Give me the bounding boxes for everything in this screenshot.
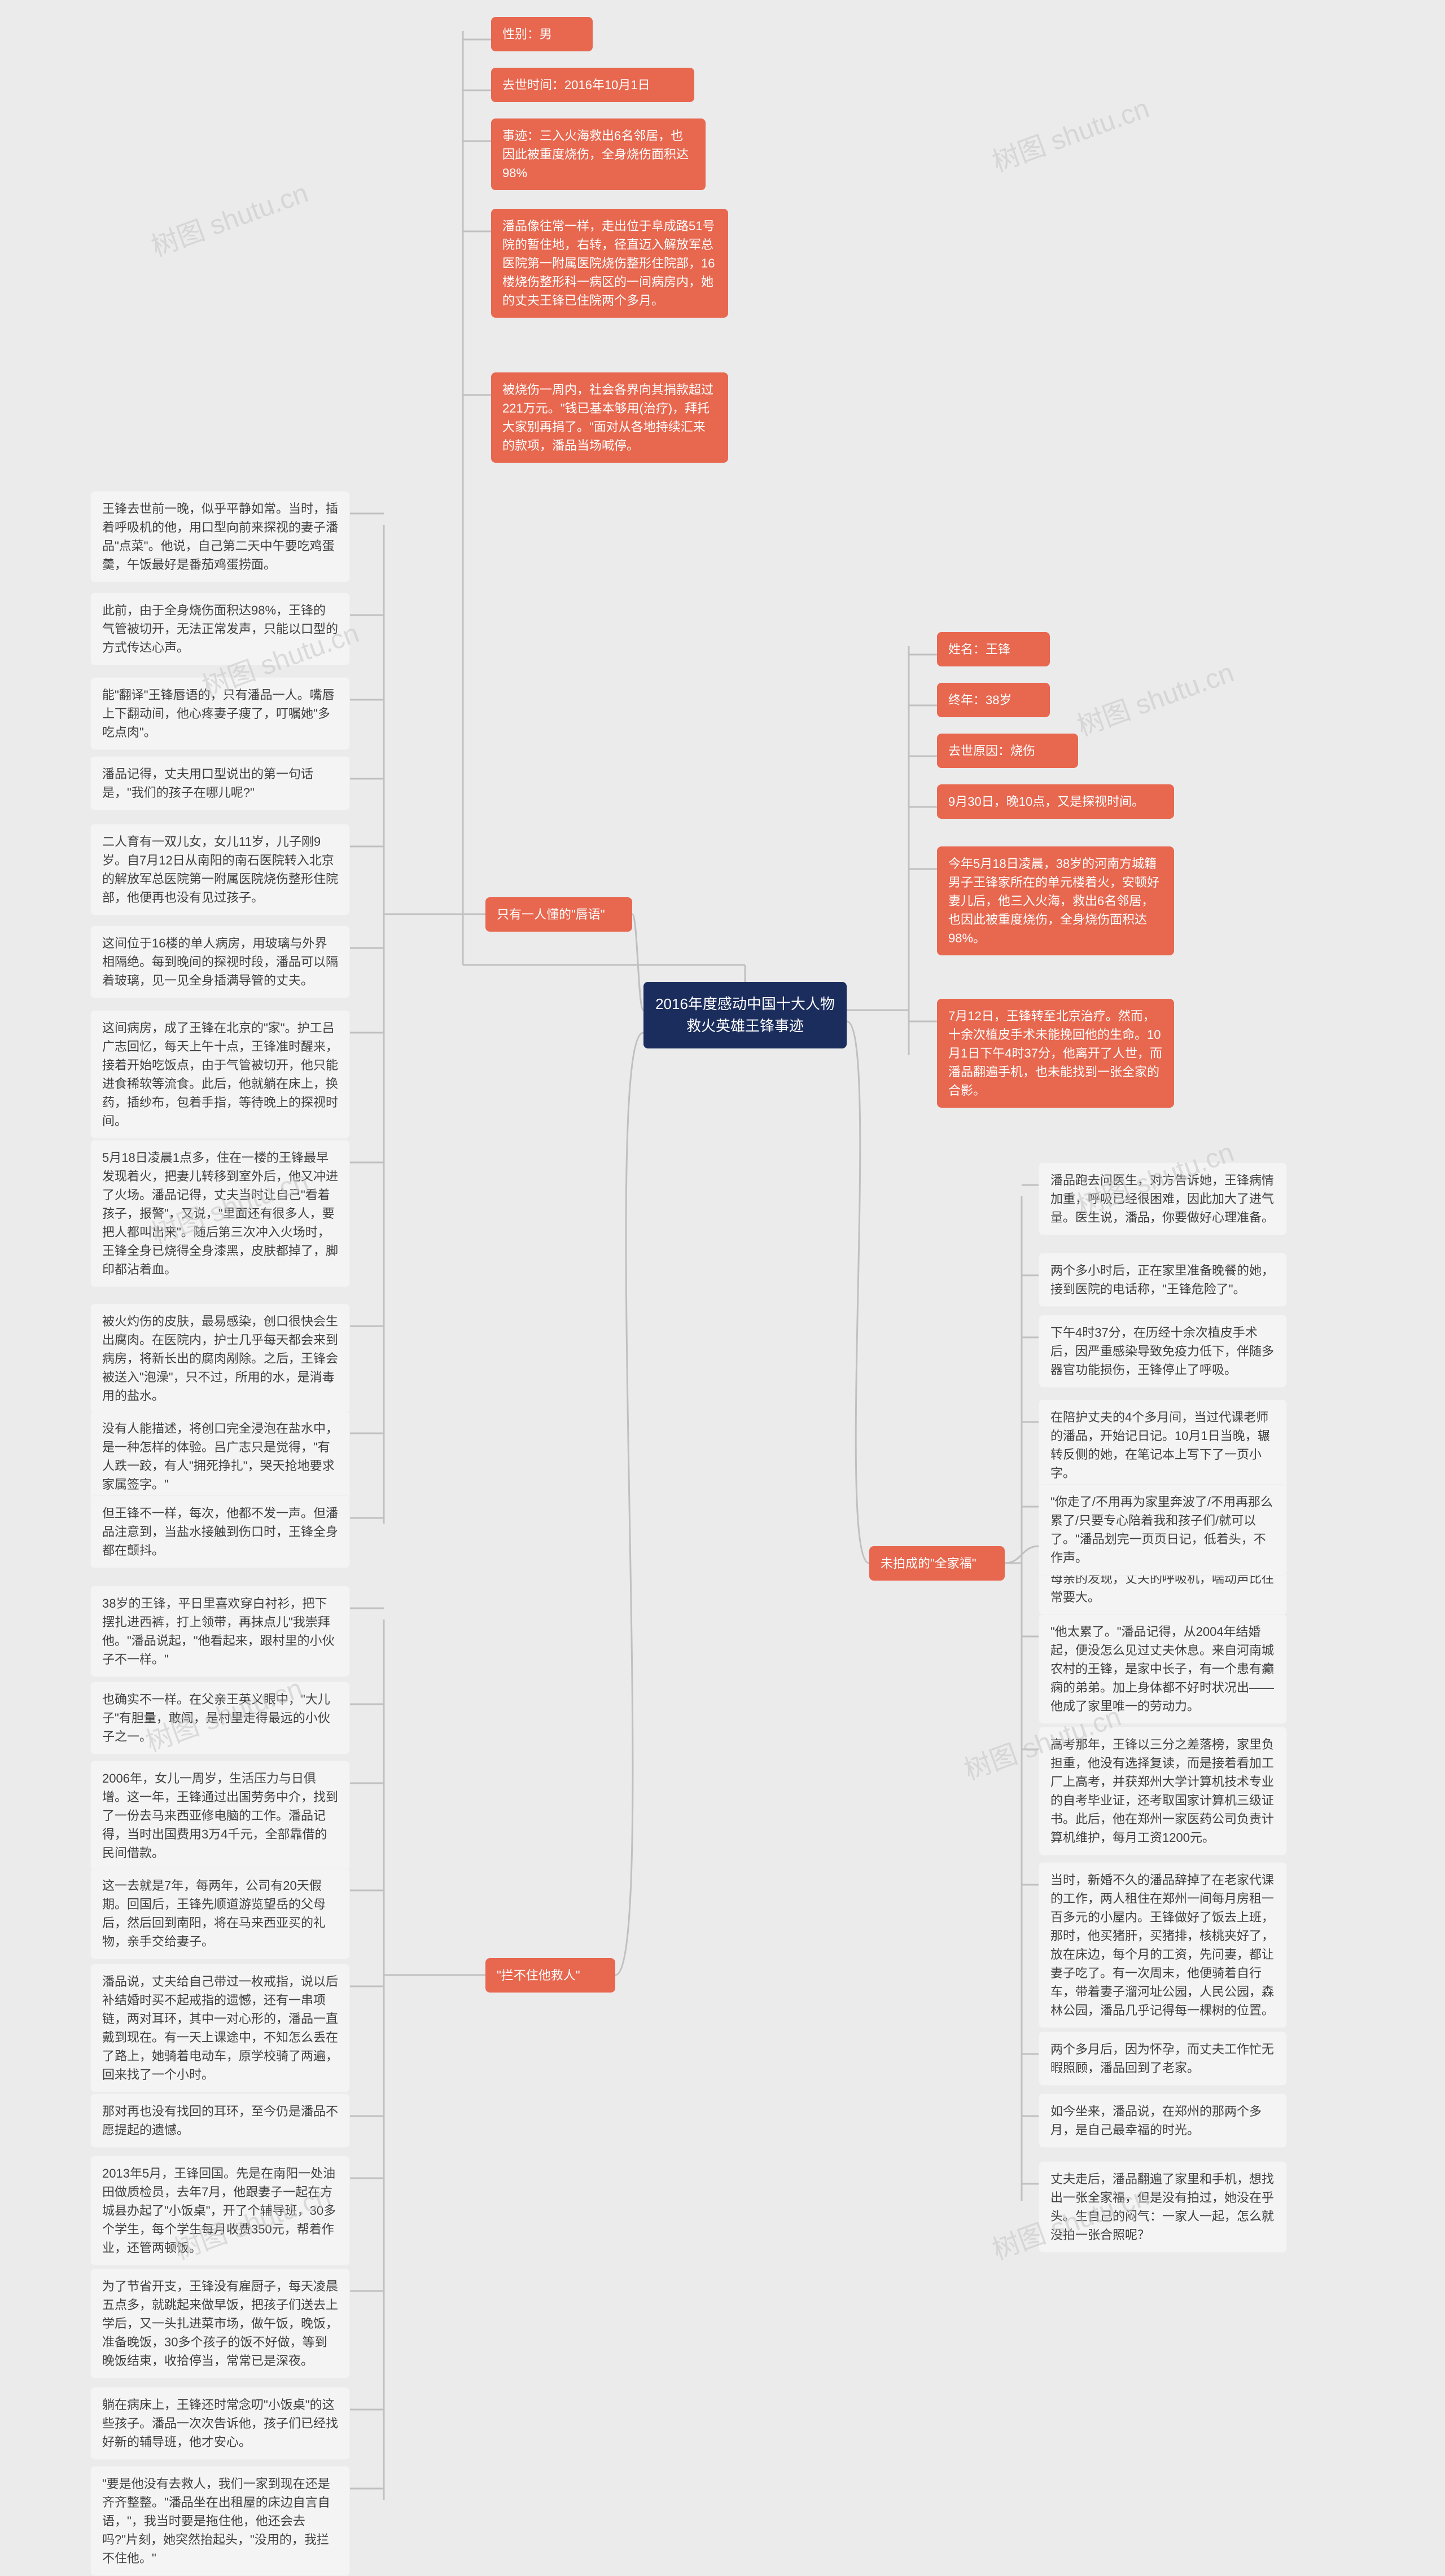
stop-node-7: 为了节省开支，王锋没有雇厨子，每天凌晨五点多，就跳起来做早饭，把孩子们送去上学后…	[90, 2268, 350, 2378]
lip-node-5: 这间位于16楼的单人病房，用玻璃与外界相隔绝。每到晚间的探视时段，潘品可以隔着玻…	[90, 925, 350, 998]
lip-node-9: 没有人能描述，将创口完全浸泡在盐水中，是一种怎样的体验。吕广志只是觉得，"有人跌…	[90, 1411, 350, 1502]
lip-node-2: 能"翻译"王锋唇语的，只有潘品一人。嘴唇上下翻动间，他心疼妻子瘦了，叮嘱她"多吃…	[90, 677, 350, 750]
family-node-0: 潘品跑去问医生，对方告诉她，王锋病情加重，呼吸已经很困难，因此加大了进气量。医生…	[1039, 1162, 1287, 1235]
family-node-9: 如今坐来，潘品说，在郑州的那两个多月，是自己最幸福的时光。	[1039, 2094, 1287, 2148]
branch-label-family: 未拍成的"全家福"	[869, 1546, 1005, 1581]
right-info-node-1: 终年：38岁	[937, 683, 1050, 717]
family-node-6: 高考那年，王锋以三分之差落榜，家里负担重，他没有选择复读，而是接着看加工厂上高考…	[1039, 1727, 1287, 1855]
stop-node-1: 也确实不一样。在父亲王英义眼中，"大儿子"有胆量，敢闯，是村里走得最远的小伙子之…	[90, 1682, 350, 1754]
family-node-5: "他太累了。"潘品记得，从2004年结婚起，便没怎么见过丈夫休息。来自河南城农村…	[1039, 1614, 1287, 1724]
right-info-node-4: 今年5月18日凌晨，38岁的河南方城籍男子王锋家所在的单元楼着火，安顿好妻儿后，…	[937, 846, 1174, 955]
watermark-0: 树图 shutu.cn	[145, 170, 313, 264]
lip-node-4: 二人育有一双儿女，女儿11岁，儿子刚9岁。自7月12日从南阳的南石医院转入北京的…	[90, 824, 350, 915]
family-node-10: 丈夫走后，潘品翻遍了家里和手机，想找出一张全家福，但是没有拍过，她没在乎头。生自…	[1039, 2161, 1287, 2253]
stop-node-5: 那对再也没有找回的耳环，至今仍是潘品不愿提起的遗憾。	[90, 2094, 350, 2148]
watermark-1: 树图 shutu.cn	[986, 86, 1154, 179]
branch-label-lip: 只有一人懂的"唇语"	[485, 897, 632, 932]
stop-node-8: 躺在病床上，王锋还时常念叨"小饭桌"的这些孩子。潘品一次次告诉他，孩子们已经找好…	[90, 2387, 350, 2460]
lip-node-3: 潘品记得，丈夫用口型说出的第一句话是，"我们的孩子在哪儿呢?"	[90, 756, 350, 810]
stop-node-3: 这一去就是7年，每两年，公司有20天假期。回国后，王锋先顺道游览望岳的父母后，然…	[90, 1868, 350, 1959]
family-node-1: 两个多小时后，正在家里准备晚餐的她，接到医院的电话称，"王锋危险了"。	[1039, 1253, 1287, 1307]
right-info-node-3: 9月30日，晚10点，又是探视时间。	[937, 784, 1174, 819]
lip-node-6: 这间病房，成了王锋在北京的"家"。护工吕广志回忆，每天上午十点，王锋准时醒来，接…	[90, 1010, 350, 1139]
stop-node-6: 2013年5月，王锋回国。先是在南阳一处油田做质检员，去年7月，他跟妻子一起在方…	[90, 2156, 350, 2266]
family-node-8: 两个多月后，因为怀孕，而丈夫工作忙无暇照顾，潘品回到了老家。	[1039, 2031, 1287, 2086]
lip-node-10: 但王锋不一样，每次，他都不发一声。但潘品注意到，当盐水接触到伤口时，王锋全身都在…	[90, 1495, 350, 1568]
right-info-node-2: 去世原因：烧伤	[937, 734, 1078, 768]
top-node-4: 被烧伤一周内，社会各界向其捐款超过221万元。"钱已基本够用(治疗)，拜托大家别…	[491, 372, 728, 463]
right-info-node-0: 姓名：王锋	[937, 632, 1050, 666]
family-node-3: 在陪护丈夫的4个多月间，当过代课老师的潘品，开始记日记。10月1日当晚，辗转反侧…	[1039, 1399, 1287, 1491]
stop-node-2: 2006年，女儿一周岁，生活压力与日俱增。这一年，王锋通过出国劳务中介，找到了一…	[90, 1761, 350, 1871]
lip-node-8: 被火灼伤的皮肤，最易感染，创口很快会生出腐肉。在医院内，护士几乎每天都会来到病房…	[90, 1304, 350, 1414]
branch-label-stop: "拦不住他救人"	[485, 1958, 615, 1993]
top-node-3: 潘品像往常一样，走出位于阜成路51号院的暂住地，右转，径直迈入解放军总医院第一附…	[491, 209, 728, 318]
family-node-4: "你走了/不用再为家里奔波了/不用再那么累了/只要专心陪着我和孩子们/就可以了。…	[1039, 1484, 1287, 1576]
top-node-2: 事迹：三入火海救出6名邻居，也因此被重度烧伤，全身烧伤面积达98%	[491, 119, 706, 190]
right-info-node-5: 7月12日，王锋转至北京治疗。然而，十余次植皮手术未能挽回他的生命。10月1日下…	[937, 999, 1174, 1108]
family-node-7: 当时，新婚不久的潘品辞掉了在老家代课的工作，两人租住在郑州一间每月房租一百多元的…	[1039, 1862, 1287, 2028]
stop-node-0: 38岁的王锋，平日里喜欢穿白衬衫，把下摆扎进西裤，打上领带，再抹点儿"我崇拜他。…	[90, 1586, 350, 1677]
lip-node-1: 此前，由于全身烧伤面积达98%，王锋的气管被切开，无法正常发声，只能以口型的方式…	[90, 593, 350, 665]
stop-node-9: "要是他没有去救人，我们一家到现在还是齐齐整整。"潘品坐在出租屋的床边自言自语，…	[90, 2466, 350, 2576]
watermark-3: 树图 shutu.cn	[1071, 650, 1238, 743]
lip-node-0: 王锋去世前一晚，似乎平静如常。当时，插着呼吸机的他，用口型向前来探视的妻子潘品"…	[90, 491, 350, 582]
top-node-1: 去世时间：2016年10月1日	[491, 68, 694, 102]
root-node: 2016年度感动中国十大人物救火英雄王锋事迹	[643, 982, 847, 1048]
lip-node-7: 5月18日凌晨1点多，住在一楼的王锋最早发现着火，把妻儿转移到室外后，他又冲进了…	[90, 1140, 350, 1287]
stop-node-4: 潘品说，丈夫给自己带过一枚戒指，说以后补结婚时买不起戒指的遗憾，还有一串项链，两…	[90, 1964, 350, 2092]
top-node-0: 性别：男	[491, 17, 593, 51]
family-node-2: 下午4时37分，在历经十余次植皮手术后，因严重感染导致免疫力低下，伴随多器官功能…	[1039, 1315, 1287, 1388]
